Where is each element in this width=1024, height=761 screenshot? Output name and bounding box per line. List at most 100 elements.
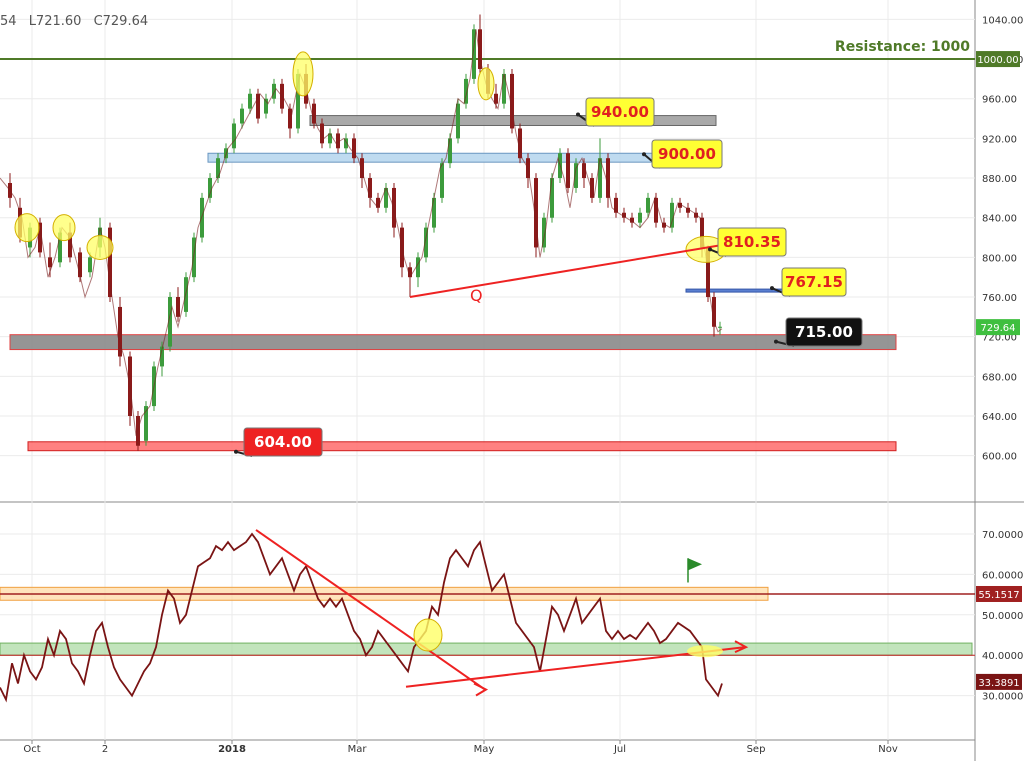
candle-down (256, 93, 260, 119)
candle-down (678, 202, 682, 208)
zone-900 (207, 152, 717, 163)
candle-down (408, 267, 412, 278)
callout-box (651, 139, 723, 169)
resistance-label: Resistance: 1000 (835, 39, 970, 55)
candle-down (368, 178, 372, 198)
candle-down (376, 197, 380, 208)
rsi-level-tag-label: 55.1517 (978, 590, 1019, 601)
rsi-uptrend-arrowhead (734, 640, 749, 654)
candle-down (38, 222, 42, 253)
candle-down (48, 257, 52, 268)
ohlc-low: L721.60 (28, 14, 82, 29)
candle-down (288, 108, 292, 129)
candle-down (68, 232, 72, 258)
candle-up (598, 158, 602, 198)
annotation-q: Q (470, 286, 483, 305)
highlight-circle (477, 67, 495, 101)
support-band (0, 642, 973, 656)
price-tick-label: 640.00 (982, 412, 1017, 423)
highlight-circle (52, 214, 76, 242)
price-tick-label: 920.00 (982, 134, 1017, 145)
rsi-downtrend-line (255, 529, 486, 691)
callout-label: 810.35 (723, 233, 781, 251)
price-tick-label: 600.00 (982, 452, 1017, 463)
rsi-tick-label: 30.0000 (982, 692, 1023, 703)
candle-up (384, 187, 388, 208)
highlight-circle (14, 213, 40, 243)
candle-down (606, 158, 610, 198)
trendline-q (409, 238, 756, 299)
candle-down (176, 297, 180, 317)
rsi-tick-label: 60.0000 (982, 570, 1023, 581)
callout-pointer-dot (576, 112, 580, 117)
ohlc-close: C729.64 (93, 14, 149, 29)
candle-down (392, 187, 396, 228)
resistance-price-tag (976, 51, 1020, 68)
candle-up (264, 98, 268, 114)
zone-715 (9, 334, 897, 351)
candle-down (694, 212, 698, 218)
candle-up (646, 197, 650, 213)
price-tick-label: 680.00 (982, 372, 1017, 383)
candle-up (432, 197, 436, 228)
candle-up (542, 217, 546, 248)
time-tick-label: Mar (348, 744, 368, 755)
rsi-tick-label: 70.0000 (982, 530, 1023, 541)
candle-down (494, 93, 498, 104)
callout-box (717, 227, 787, 257)
callout-label: 940.00 (591, 103, 649, 121)
rsi-downtrend-arrowhead (473, 682, 489, 697)
callout-pointer-dot (708, 247, 712, 252)
candle-up (448, 138, 452, 164)
candle-down (582, 163, 586, 179)
candle-up (248, 93, 252, 109)
candle-down (312, 103, 316, 124)
ohlc-open: 54 (0, 14, 17, 29)
candle-down (478, 29, 482, 69)
candle-down (566, 153, 570, 188)
candle-down (712, 297, 716, 327)
last-price-tag-label: 729.64 (981, 323, 1016, 334)
callout-box (585, 97, 655, 127)
candle-down (320, 123, 324, 144)
price-tick-label: 720.00 (982, 333, 1017, 344)
ohlc-readout: 54 L721.60 C729.64 (0, 14, 156, 29)
time-tick-label: Nov (878, 744, 898, 755)
candle-down (654, 197, 658, 223)
rsi-tick-label: 40.0000 (982, 651, 1023, 662)
candle-up (296, 73, 300, 129)
candle-up (160, 346, 164, 367)
rsi-last-tag (976, 673, 1022, 690)
candle-up (424, 227, 428, 258)
candle-up (88, 257, 92, 273)
candle-up (232, 123, 236, 149)
rsi-level-tag (976, 585, 1022, 602)
candle-up (574, 163, 578, 188)
highlight-circle (292, 51, 314, 97)
rsi-tick-label: 50.0000 (982, 611, 1023, 622)
candle-up (502, 73, 506, 104)
rsi-uptrend-line (405, 646, 746, 688)
candle-down (108, 227, 112, 298)
candle-up (464, 78, 468, 104)
callout-box (243, 427, 323, 457)
candle-down (518, 128, 522, 159)
price-tick-label: 960.00 (982, 95, 1017, 106)
time-tick-label: Jul (613, 744, 626, 755)
callout-label: 767.15 (785, 273, 843, 291)
price-tick-label: 760.00 (982, 293, 1017, 304)
time-tick-label: May (474, 744, 495, 755)
candle-up (240, 108, 244, 124)
candle-up (208, 178, 212, 198)
rsi-last-tag-label: 33.3891 (978, 678, 1019, 689)
candle-up (328, 133, 332, 144)
callout-label: 900.00 (658, 145, 716, 163)
candle-down (118, 306, 122, 357)
candle-up (216, 158, 220, 179)
price-tick-label: 840.00 (982, 214, 1017, 225)
callout-pointer-dot (774, 339, 778, 344)
flag-icon[interactable] (688, 558, 702, 571)
candle-up (272, 83, 276, 99)
time-tick-label: Oct (23, 744, 40, 755)
